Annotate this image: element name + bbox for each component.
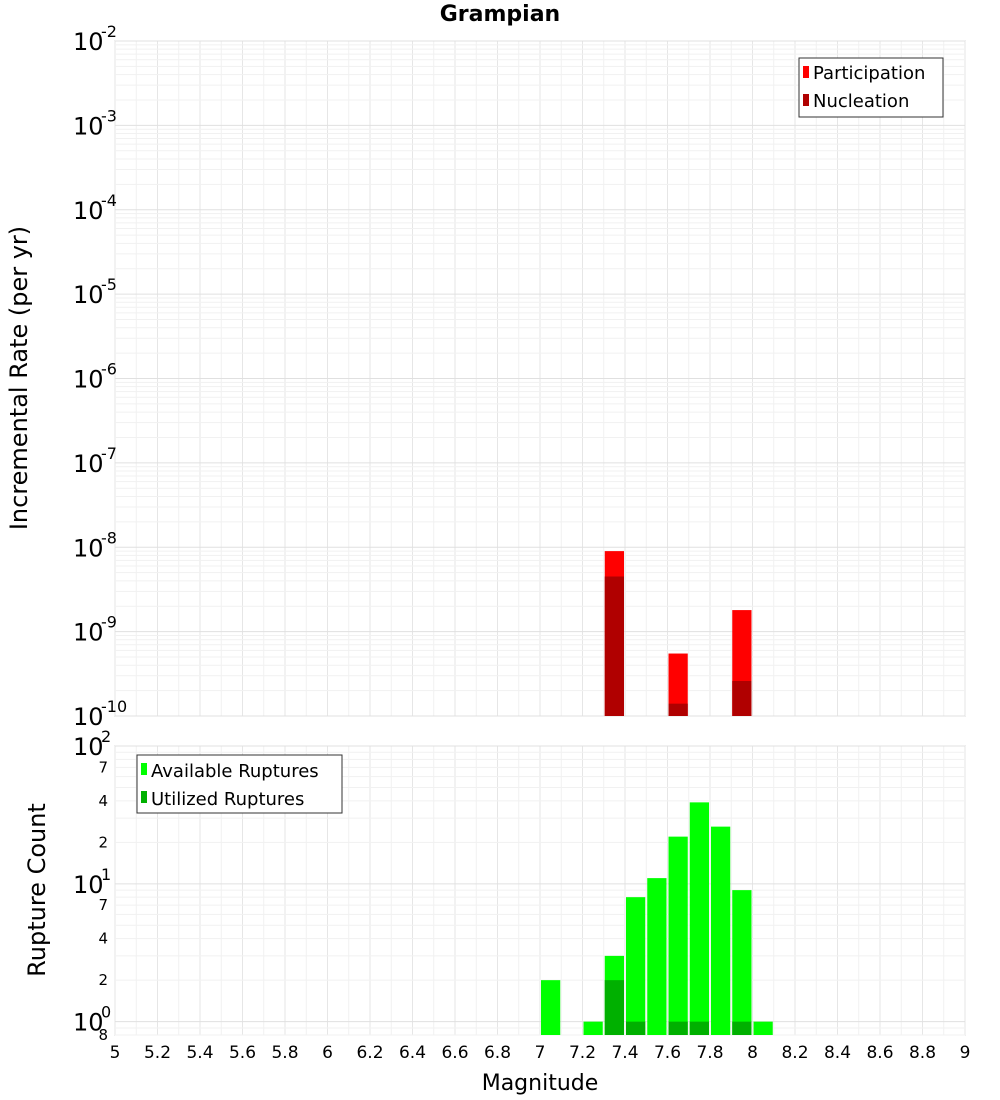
x-tick-label: 5.8 xyxy=(271,1043,298,1063)
rate-y-tick-label: 10 xyxy=(73,281,104,309)
x-tick-label: 7 xyxy=(535,1043,546,1063)
rupture-y-minor-tick-label: 7 xyxy=(98,896,108,914)
rupture-y-tick-exponent: 1 xyxy=(101,865,111,884)
rate-bar-participation xyxy=(668,653,688,716)
x-tick-label: 7.2 xyxy=(569,1043,596,1063)
rate-y-tick-exponent: -9 xyxy=(101,613,117,632)
x-ticks: 5 5.2 5.4 5.6 5.8 6 6.2 6.4 6.6 6.8 7 7.2 7.4 7.6 7.8 8… xyxy=(110,1043,971,1063)
rate-y-tick-label: 10 xyxy=(73,28,104,56)
rate-bar-nucleation xyxy=(732,680,752,716)
rate-y-tick-exponent: -4 xyxy=(101,191,117,210)
x-axis-label: Magnitude xyxy=(482,1071,599,1096)
rupture-bar-available-ruptures xyxy=(732,890,752,1035)
rupture-bar-utilized-ruptures xyxy=(732,1021,752,1035)
x-tick-label: 5.4 xyxy=(186,1043,213,1063)
rate-bar-nucleation xyxy=(604,576,624,716)
rupture-y-tick-label: 10 xyxy=(73,733,104,761)
x-tick-label: 6.6 xyxy=(441,1043,468,1063)
rate-y-tick-exponent: -10 xyxy=(101,697,127,716)
available-swatch xyxy=(141,763,147,775)
rupture-bar-available-ruptures xyxy=(753,1021,773,1035)
x-tick-label: 7.6 xyxy=(654,1043,681,1063)
x-tick-label: 8.6 xyxy=(866,1043,893,1063)
rupture-legend: Available Ruptures Utilized Ruptures xyxy=(136,754,343,814)
rate-y-tick-label: 10 xyxy=(73,534,104,562)
chart-title: Grampian xyxy=(439,2,561,27)
x-tick-label: 7.4 xyxy=(611,1043,638,1063)
rupture-y-minor-tick-label: 2 xyxy=(98,971,108,989)
rate-legend-box xyxy=(798,57,944,118)
x-tick-label: 7.8 xyxy=(696,1043,723,1063)
rupture-bar-available-ruptures xyxy=(626,897,646,1035)
rate-legend: Participation Nucleation xyxy=(798,57,944,118)
rate-y-tick-label: 10 xyxy=(73,619,104,647)
rupture-bar-available-ruptures xyxy=(689,802,709,1035)
x-tick-label: 6.8 xyxy=(484,1043,511,1063)
rupture-bar-available-ruptures xyxy=(541,980,561,1035)
rate-y-tick-exponent: -2 xyxy=(101,22,117,41)
rupture-bar-utilized-ruptures xyxy=(626,1021,646,1035)
rupture-y-minor-tick-label: 8 xyxy=(98,1026,108,1044)
rupture-y-minor-tick-label: 2 xyxy=(98,833,108,851)
x-tick-label: 6.2 xyxy=(356,1043,383,1063)
rupture-bar-utilized-ruptures xyxy=(668,1021,688,1035)
nucleation-swatch xyxy=(803,94,809,106)
rupture-bar-available-ruptures xyxy=(583,1021,603,1035)
rate-y-tick-exponent: -3 xyxy=(101,106,117,125)
rate-y-tick-exponent: -6 xyxy=(101,360,117,379)
legend-nucleation: Nucleation xyxy=(813,91,909,112)
x-tick-label: 6.4 xyxy=(399,1043,426,1063)
legend-participation: Participation xyxy=(813,63,925,84)
rupture-bar-available-ruptures xyxy=(711,826,731,1035)
rate-y-tick-label: 10 xyxy=(73,450,104,478)
rupture-y-axis-label: Rupture Count xyxy=(23,803,51,977)
rupture-y-tick-label: 10 xyxy=(73,871,104,899)
x-tick-label: 9 xyxy=(960,1043,971,1063)
x-tick-label: 8.8 xyxy=(909,1043,936,1063)
rate-y-tick-exponent: -5 xyxy=(101,275,117,294)
rate-y-tick-label: 10 xyxy=(73,197,104,225)
rupture-bar-available-ruptures xyxy=(647,878,667,1035)
rate-y-tick-label: 10 xyxy=(73,366,104,394)
rate-y-tick-label: 10 xyxy=(73,703,104,731)
rupture-y-minor-tick-label: 4 xyxy=(98,792,108,810)
legend-available-ruptures: Available Ruptures xyxy=(151,761,319,782)
rate-y-axis-label: Incremental Rate (per yr) xyxy=(5,226,33,530)
rupture-y-tick-exponent: 2 xyxy=(101,727,111,746)
rupture-bar-available-ruptures xyxy=(668,836,688,1035)
x-tick-label: 5.6 xyxy=(229,1043,256,1063)
x-tick-label: 5 xyxy=(110,1043,121,1063)
rate-y-tick-exponent: -7 xyxy=(101,444,117,463)
x-tick-label: 8.2 xyxy=(781,1043,808,1063)
utilized-swatch xyxy=(141,791,147,803)
rupture-bars xyxy=(541,802,773,1035)
x-tick-label: 8 xyxy=(747,1043,758,1063)
x-tick-label: 8.4 xyxy=(824,1043,851,1063)
legend-utilized-ruptures: Utilized Ruptures xyxy=(151,789,304,810)
rate-y-tick-exponent: -8 xyxy=(101,528,117,547)
rate-bar-nucleation xyxy=(668,703,688,716)
rupture-bar-utilized-ruptures xyxy=(689,1021,709,1035)
rupture-y-tick-label: 10 xyxy=(73,1009,104,1037)
participation-swatch xyxy=(803,66,809,78)
rupture-legend-box xyxy=(136,754,343,814)
x-tick-label: 6 xyxy=(322,1043,333,1063)
rate-y-tick-label: 10 xyxy=(73,112,104,140)
rupture-bar-utilized-ruptures xyxy=(604,980,624,1035)
rupture-y-minor-tick-label: 7 xyxy=(98,758,108,776)
x-tick-label: 5.2 xyxy=(144,1043,171,1063)
rupture-y-minor-tick-label: 4 xyxy=(98,930,108,948)
rate-grid xyxy=(114,40,966,717)
rupture-y-tick-exponent: 0 xyxy=(101,1003,111,1022)
rate-bars xyxy=(604,551,752,716)
